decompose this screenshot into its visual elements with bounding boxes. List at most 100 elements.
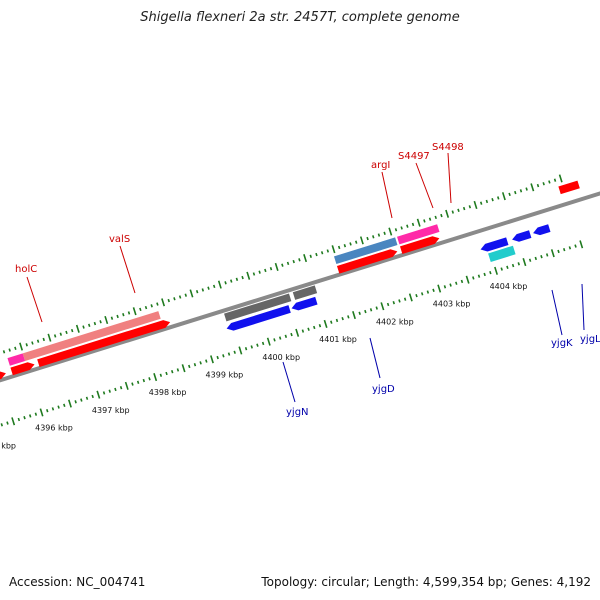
outer-tick [400,226,403,230]
blue-cds-yjgK[interactable] [479,237,509,253]
inner-tick [273,338,276,342]
inner-tick [323,319,328,329]
inner-tick [437,284,442,293]
outer-tick [485,199,489,204]
inner-tick [131,382,134,386]
inner-tick [216,355,219,360]
inner-tick [46,408,49,413]
outer-tick [110,316,114,320]
outer-tick [530,183,535,192]
red-feature-edge[interactable] [558,180,580,195]
outer-tick [88,323,91,327]
inner-tick [108,389,111,393]
outer-tick [411,222,415,227]
outer-tick [167,298,170,303]
outer-tick [217,280,222,289]
inner-tick [500,267,503,271]
outer-tick [127,311,131,315]
gene-label-S4497[interactable]: S4497 [398,151,430,162]
inner-tick [238,346,243,355]
inner-tick [80,398,83,402]
outer-tick [423,219,426,223]
outer-tick [65,330,68,335]
outer-tick [230,279,233,283]
blue-cds-yjgD[interactable] [290,296,318,312]
outer-tick [343,244,347,248]
outer-tick [2,350,6,354]
outer-tick [501,192,506,201]
inner-tick [39,408,44,417]
inner-tick [153,372,158,382]
inner-tick-track [0,240,584,427]
inner-tick [51,407,55,411]
outer-tick [269,267,273,271]
gene-label-S4498[interactable]: S4498 [432,142,464,153]
inner-tick [57,405,60,409]
red-cds-S4497[interactable] [399,234,441,254]
pink-feature-S4497[interactable] [397,224,440,245]
inner-tick [364,309,367,314]
outer-tick [440,213,443,218]
inner-tick [266,337,271,346]
inner-tick [341,316,344,321]
red-cds-valS[interactable] [37,318,171,367]
outer-tick [122,313,125,317]
gene-label-yjgN[interactable]: yjgN [286,407,309,418]
outer-tick [366,236,369,241]
inner-tick [250,345,253,349]
outer-tick [349,242,352,246]
inner-tick [557,249,560,254]
outer-tick [558,174,563,183]
outer-tick [75,324,80,333]
inner-tick [119,385,123,390]
pink-feature-holC[interactable] [7,353,26,366]
inner-tick [489,270,492,275]
outer-tick [178,295,182,299]
outer-tick [383,231,386,235]
outer-tick [359,236,364,245]
inner-tick [74,400,77,404]
inner-tick [244,347,248,351]
kbp-label: 4401 kbp [319,335,357,344]
gray-cds-yjgD[interactable] [292,285,318,300]
blue-cds-yjgL[interactable] [511,230,532,243]
inner-tick [313,325,316,330]
inner-tick [148,377,151,381]
inner-tick [408,293,413,302]
outer-tick [434,215,437,220]
outer-tick [337,245,341,250]
outer-tick [70,328,74,333]
outer-tick [224,281,227,285]
gene-label-yjgD[interactable]: yjgD [372,384,395,395]
gene-label-valS[interactable]: valS [109,234,130,245]
outer-tick [132,307,137,316]
inner-tick [181,364,186,373]
blue-cds-yjgN[interactable] [225,305,291,332]
gene-label-yjgK[interactable]: yjgK [551,338,573,349]
outer-tick [292,259,295,264]
outer-tick [281,263,284,267]
outer-tick [553,178,557,182]
outer-tick [525,187,528,191]
outer-tick [514,190,517,195]
gray-cds-yjgN[interactable] [224,293,292,322]
outer-tick [298,258,301,262]
gene-label-holC[interactable]: holC [15,264,37,275]
inner-tick [550,249,555,258]
inner-tick [545,253,549,257]
inner-tick [23,416,26,420]
inner-tick [522,257,527,267]
genome-summary-text: Topology: circular; Length: 4,599,354 bp… [261,575,591,589]
outer-tick [53,334,57,338]
outer-tick [184,293,187,297]
salmon-feature-valS[interactable] [22,311,161,361]
gene-label-argI[interactable]: argI [371,160,390,171]
inner-tick [432,288,435,292]
red-cds-argI[interactable] [336,248,399,274]
gene-label-yjgL[interactable]: yjgL [580,334,600,345]
steelblue-feature-argI[interactable] [333,237,398,265]
leader-yjgD [369,337,381,379]
red-cds-holC[interactable] [10,361,35,376]
cyan-cds-yjgK[interactable] [488,245,516,263]
blue-cds-edge[interactable] [532,224,551,237]
